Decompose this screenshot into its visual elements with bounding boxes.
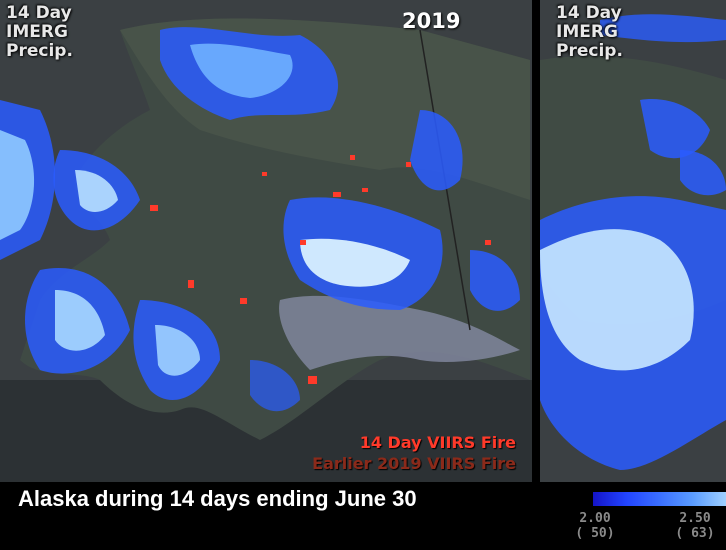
fire-legend-earlier: Earlier 2019 VIIRS Fire <box>312 454 516 473</box>
left-label-line-1: 14 Day <box>6 3 72 23</box>
mountain-snow-region <box>279 295 520 370</box>
right-precip-map <box>540 0 726 482</box>
right-label-line-2: IMERG <box>556 22 618 42</box>
colorbar-left-label: 2.00 ( 50) <box>572 511 618 541</box>
right-label-line-1: 14 Day <box>556 3 622 23</box>
panel-divider <box>532 0 540 482</box>
fire-legend-current: 14 Day VIIRS Fire <box>359 433 516 452</box>
left-map-panel: 14 Day IMERG Precip. 2019 14 Day VIIRS F… <box>0 0 532 482</box>
alaska-precip-map <box>0 0 532 482</box>
right-label-line-3: Precip. <box>556 41 623 61</box>
precip-colorbar <box>593 492 726 506</box>
precip-overlay <box>0 27 520 412</box>
caption: Alaska during 14 days ending June 30 <box>18 486 417 511</box>
left-precip-label: 14 Day IMERG Precip. <box>6 4 73 61</box>
colorbar-left-sub: ( 50) <box>575 526 615 541</box>
colorbar-right-label: 2.50 ( 63) <box>672 511 718 541</box>
left-label-line-2: IMERG <box>6 22 68 42</box>
year-label: 2019 <box>402 9 461 33</box>
left-label-line-3: Precip. <box>6 41 73 61</box>
right-precip-label: 14 Day IMERG Precip. <box>556 4 623 61</box>
colorbar-left-value: 2.00 <box>579 511 611 526</box>
colorbar-right-sub: ( 63) <box>675 526 715 541</box>
fire-markers <box>150 155 491 384</box>
right-map-panel: 14 Day IMERG Precip. <box>540 0 726 482</box>
colorbar-right-value: 2.50 <box>679 511 711 526</box>
